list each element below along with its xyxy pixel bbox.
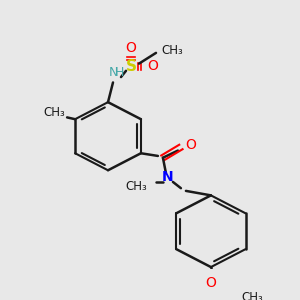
Text: H: H <box>115 66 124 79</box>
Text: CH₃: CH₃ <box>161 44 183 57</box>
Text: CH₃: CH₃ <box>125 180 147 193</box>
Text: O: O <box>206 276 216 290</box>
Text: N: N <box>109 66 118 79</box>
Text: O: O <box>126 41 136 56</box>
Text: CH₃: CH₃ <box>241 291 263 300</box>
Text: O: O <box>148 59 158 73</box>
Text: CH₃: CH₃ <box>43 106 65 119</box>
Text: O: O <box>185 138 196 152</box>
Text: N: N <box>162 170 174 184</box>
Text: S: S <box>125 59 136 74</box>
